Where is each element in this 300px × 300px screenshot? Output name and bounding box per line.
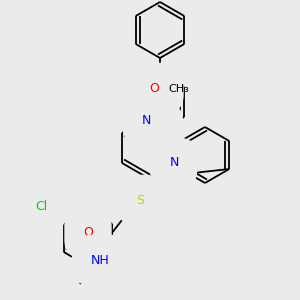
Text: N: N	[169, 157, 179, 169]
Text: O: O	[155, 82, 165, 94]
Text: N: N	[141, 113, 151, 127]
Text: S: S	[136, 194, 144, 206]
Text: O: O	[149, 82, 159, 95]
Text: NH: NH	[91, 254, 110, 266]
Text: C: C	[156, 122, 164, 134]
Text: CH₃: CH₃	[168, 84, 189, 94]
Text: O: O	[83, 226, 93, 239]
Text: Cl: Cl	[36, 200, 48, 212]
